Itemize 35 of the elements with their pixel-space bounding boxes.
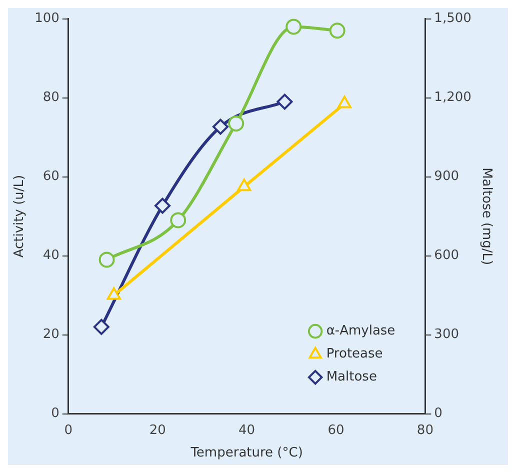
- point: [286, 18, 302, 35]
- y-tick-label: 0: [51, 406, 60, 422]
- point: [228, 115, 244, 132]
- point: [106, 287, 121, 300]
- y2-tick-label: 1,500: [434, 11, 472, 26]
- point: [276, 94, 293, 110]
- point: [154, 198, 171, 214]
- y-tick-label: 60: [42, 169, 60, 184]
- point: [237, 178, 252, 192]
- y2-tick-label: 1,200: [434, 90, 472, 106]
- point: [329, 22, 346, 39]
- point: [337, 96, 352, 108]
- y2-axis-title: Maltose (mg/L): [478, 168, 494, 266]
- y-axis-title: Activity (u/L): [12, 174, 28, 258]
- x-axis-title: Temperature (°C): [190, 446, 303, 461]
- x-tick-label: 20: [149, 422, 166, 438]
- y2-tick-label: 0: [434, 406, 442, 422]
- legend-label: Maltose: [326, 370, 377, 385]
- y-tick-label: 100: [34, 11, 60, 26]
- legend-label: α-Amylase: [326, 324, 396, 339]
- y2-tick-label: 600: [434, 248, 460, 264]
- x-tick-label: 80: [416, 422, 434, 438]
- legend-label: Protease: [326, 346, 383, 362]
- point: [93, 318, 110, 335]
- point: [98, 252, 115, 268]
- point: [212, 118, 228, 135]
- y2-tick-label: 300: [434, 327, 460, 342]
- x-tick-label: 40: [238, 422, 256, 438]
- point: [170, 212, 186, 228]
- x-tick-label: 0: [64, 422, 73, 438]
- y-tick-label: 40: [42, 248, 60, 264]
- y-tick-label: 20: [42, 327, 60, 342]
- y-tick-label: 80: [42, 90, 60, 106]
- y2-tick-label: 900: [434, 169, 460, 184]
- x-tick-label: 60: [328, 422, 344, 438]
